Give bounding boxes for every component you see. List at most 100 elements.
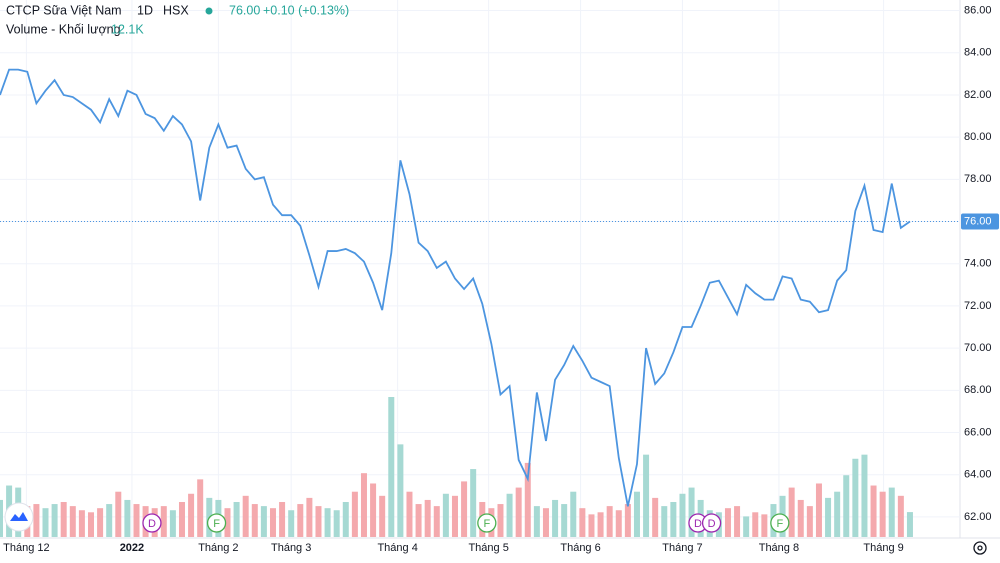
y-tick-label: 66.00	[964, 426, 992, 438]
volume-bar	[806, 506, 813, 537]
volume-bar	[242, 495, 249, 537]
event-label: F	[483, 518, 490, 530]
volume-bar	[797, 499, 804, 537]
volume-bar	[533, 506, 540, 537]
volume-bar	[379, 495, 386, 537]
price-line	[0, 68, 911, 507]
settings-button[interactable]	[973, 541, 987, 555]
volume-bar	[42, 508, 49, 537]
event-label: D	[148, 518, 156, 530]
volume-bar	[97, 508, 104, 537]
y-tick-label: 68.00	[964, 384, 992, 396]
volume-bar	[78, 510, 85, 537]
volume-bar	[442, 493, 449, 537]
volume-bar	[852, 458, 859, 537]
volume-bar	[51, 504, 58, 537]
volume-bar	[124, 499, 131, 537]
last-price-box	[961, 213, 999, 230]
volume-bar	[515, 487, 522, 537]
volume-bar	[633, 491, 640, 537]
volume-bar	[269, 508, 276, 537]
volume-bar	[761, 514, 768, 537]
x-tick-label: Tháng 5	[468, 542, 508, 554]
y-tick-label: 62.00	[964, 511, 992, 523]
x-tick-label: Tháng 6	[560, 542, 600, 554]
volume-bar	[552, 499, 559, 537]
volume-bar	[588, 514, 595, 537]
event-label: F	[776, 518, 783, 530]
volume-bar	[178, 502, 185, 537]
y-tick-label: 82.00	[964, 89, 992, 101]
volume-bar	[897, 495, 904, 537]
volume-bar	[606, 506, 613, 537]
volume-bar	[679, 493, 686, 537]
event-label: D	[694, 518, 702, 530]
volume-value: 12.1K	[111, 22, 144, 36]
volume-bar	[324, 508, 331, 537]
volume-bar	[861, 454, 868, 537]
volume-bar	[87, 512, 94, 537]
volume-bar	[670, 502, 677, 537]
event-marker	[206, 513, 227, 533]
volume-bar	[734, 506, 741, 537]
volume-bar	[188, 493, 195, 537]
volume-bar	[643, 454, 650, 537]
volume-bar	[834, 491, 841, 537]
volume-bar	[433, 506, 440, 537]
header: CTCP Sữa Việt Nam 1D HSX 76.00 +0.10 (+0…	[6, 3, 349, 36]
symbol: CTCP Sữa Việt Nam	[6, 3, 122, 17]
volume-bar	[424, 499, 431, 537]
volume-bar	[169, 510, 176, 537]
y-tick-label: 80.00	[964, 131, 992, 143]
exchange: HSX	[163, 3, 189, 17]
x-tick-label: Tháng 12	[3, 542, 49, 554]
volume-bar	[224, 508, 231, 537]
volume-bar	[388, 397, 395, 537]
y-tick-label: 86.00	[964, 4, 992, 16]
volume-bar	[288, 510, 295, 537]
x-tick-label: Tháng 8	[759, 542, 799, 554]
volume-bar	[542, 508, 549, 537]
volume-bar	[815, 483, 822, 537]
change: +0.10 (+0.13%)	[263, 3, 349, 17]
volume-bar	[879, 491, 886, 537]
event-label: D	[708, 518, 716, 530]
volume-bar	[570, 491, 577, 537]
volume-bar	[688, 487, 695, 537]
volume-bar	[724, 508, 731, 537]
volume-bar	[524, 462, 531, 537]
volume-bar	[0, 499, 3, 537]
event-marker	[701, 513, 722, 533]
volume-bar	[461, 481, 468, 537]
volume-bar	[561, 504, 568, 537]
x-tick-label: Tháng 2	[198, 542, 238, 554]
event-marker	[142, 513, 162, 533]
volume-bar	[106, 504, 113, 537]
event-label: F	[213, 518, 220, 530]
volume-bar	[160, 506, 167, 537]
x-tick-label: 2022	[120, 542, 144, 554]
status-dot	[205, 7, 213, 15]
volume-bar	[661, 506, 668, 537]
event-marker	[770, 513, 790, 533]
volume-bar	[415, 504, 422, 537]
event-marker	[477, 513, 497, 533]
volume-bar	[825, 497, 832, 537]
y-tick-label: 84.00	[964, 47, 992, 59]
volume-bar	[115, 491, 122, 537]
y-tick-label: 72.00	[964, 300, 992, 312]
volume-bar	[652, 497, 659, 537]
volume-bar	[451, 495, 458, 537]
volume-bar	[306, 497, 313, 537]
volume-bar	[870, 485, 877, 537]
y-tick-label: 74.00	[964, 258, 992, 270]
volume-bar	[60, 502, 67, 537]
volume-bar	[615, 510, 622, 537]
volume-bar	[788, 487, 795, 537]
volume-bar	[370, 483, 377, 537]
logo	[4, 502, 34, 532]
volume-bar	[906, 512, 913, 537]
volume-bar	[579, 508, 586, 537]
